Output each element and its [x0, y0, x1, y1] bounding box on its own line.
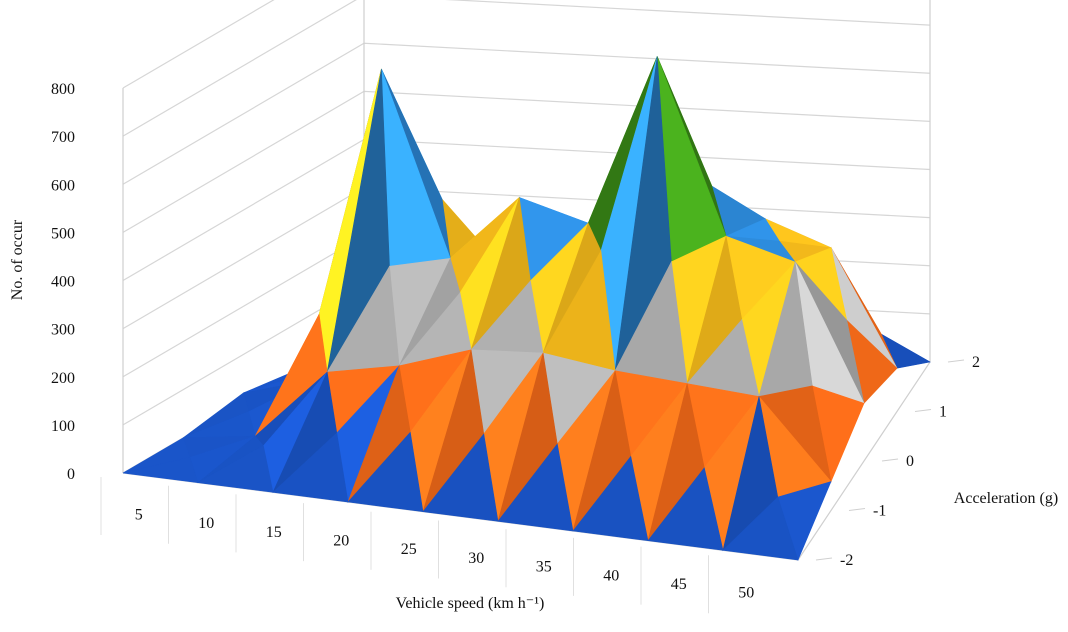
y-tick-label: 0: [906, 453, 914, 470]
surface-facet: [497, 443, 574, 532]
x-tick-label: 40: [603, 567, 619, 584]
y-tick-label: -1: [873, 503, 886, 520]
y-tick-label: 2: [972, 354, 980, 371]
z-tick-label: 300: [51, 322, 75, 339]
x-tick-label: 50: [738, 585, 754, 602]
x-tick-label: 25: [401, 541, 417, 558]
z-tick-label: 800: [51, 81, 75, 98]
z-tick-label: 600: [51, 177, 75, 194]
x-tick-label: 10: [198, 515, 214, 532]
surface-facet: [347, 431, 424, 513]
x-tick-label: 30: [468, 550, 484, 567]
y-tick-mark: [914, 409, 932, 412]
z-tick-label: 400: [51, 274, 75, 291]
x-axis-ticks: 5 10 15 20 25 30 35 40 45 50: [100, 477, 754, 614]
z-tick-label: 200: [51, 370, 75, 387]
x-axis-label: Vehicle speed (km h⁻¹): [396, 595, 545, 612]
x-tick-label: 20: [333, 532, 349, 549]
y-tick-mark: [881, 458, 899, 462]
y-tick-label: 1: [939, 404, 947, 421]
y-tick-mark: [815, 557, 833, 561]
z-gridline: [122, 0, 931, 137]
y-axis-ticks: -2 -1 0 1 2: [815, 354, 980, 569]
surface-facet: [272, 432, 349, 503]
y-axis-label: Acceleration (g): [954, 490, 1058, 507]
y-tick-mark: [848, 508, 866, 511]
x-tick-label: 5: [135, 506, 143, 523]
surface-facet: [722, 496, 799, 561]
surface-facet: [647, 467, 724, 551]
surface-facet: [381, 68, 451, 267]
z-tick-label: 100: [51, 418, 75, 435]
x-tick-label: 45: [671, 576, 687, 593]
z-axis-ticks: 0 100 200 300 400 500 600 700 800: [51, 81, 75, 483]
z-gridline: [122, 0, 275, 89]
x-tick-label: 15: [266, 524, 282, 541]
surface-facet: [422, 433, 499, 522]
y-tick-mark: [947, 359, 965, 363]
y-tick-label: -2: [840, 552, 853, 569]
surface-facet: [122, 457, 199, 484]
z-tick-label: 0: [67, 466, 75, 483]
x-tick-label: 35: [536, 559, 552, 576]
surface-plot: [122, 56, 931, 561]
z-tick-label: 500: [51, 225, 75, 242]
surface-facet: [197, 445, 274, 493]
z-axis-label: No. of occur: [9, 219, 26, 300]
surface-facet: [572, 455, 649, 542]
z-tick-label: 700: [51, 129, 75, 146]
